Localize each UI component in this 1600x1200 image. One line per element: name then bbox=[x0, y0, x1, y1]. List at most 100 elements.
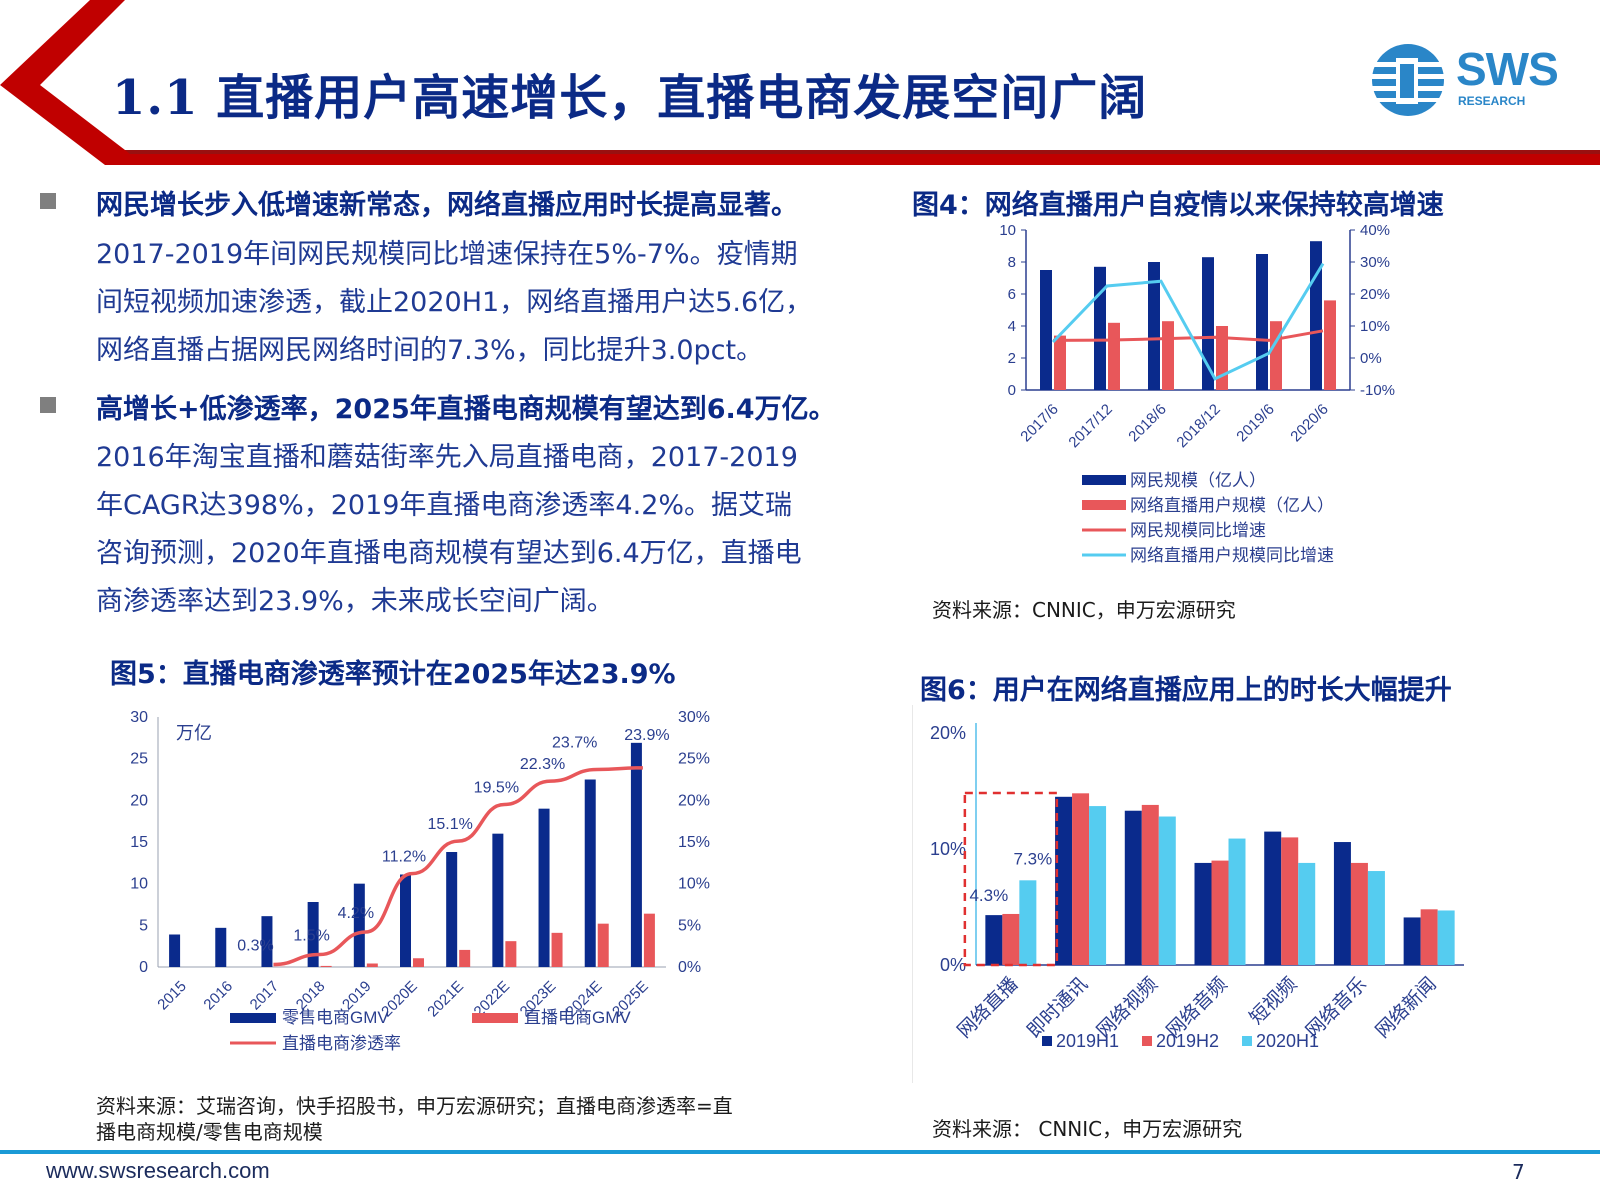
sws-globe-icon bbox=[1372, 44, 1444, 116]
fig4-source: 资料来源：CNNIC，申万宏源研究 bbox=[932, 598, 1236, 622]
fig5-x-tick-label: 2016 bbox=[200, 978, 236, 1014]
header-grey-shadow bbox=[125, 150, 1600, 154]
footer-divider bbox=[0, 1150, 1600, 1154]
fig6-y-tick-label: 0% bbox=[940, 955, 966, 975]
footer-url[interactable]: www.swsresearch.com bbox=[46, 1158, 270, 1183]
fig6-x-tick-label: 网络新闻 bbox=[1371, 973, 1440, 1042]
fig5-x-tick-label: 2015 bbox=[154, 978, 190, 1014]
bullet-text-line: 间短视频加速渗透，截止2020H1，网络直播用户达5.6亿， bbox=[96, 287, 813, 318]
fig4-bar bbox=[1310, 241, 1322, 390]
page-number: 7 bbox=[1512, 1160, 1525, 1184]
fig6-bar bbox=[1264, 831, 1282, 965]
fig4-y2-tick-label: -10% bbox=[1360, 382, 1395, 399]
fig5-data-label: 19.5% bbox=[474, 780, 519, 797]
fig5-legend-label: 直播电商渗透率 bbox=[282, 1034, 401, 1053]
fig6-x-tick-label: 网络直播 bbox=[953, 973, 1022, 1042]
fig5-y-tick-label: 20 bbox=[130, 792, 148, 809]
fig6-bar bbox=[1437, 910, 1455, 965]
fig5-y-tick-label: 0 bbox=[139, 959, 148, 976]
fig4-x-tick-label: 2019/6 bbox=[1233, 401, 1277, 445]
fig5-unit-label: 万亿 bbox=[176, 723, 212, 743]
fig4-bar bbox=[1270, 321, 1282, 390]
fig5-data-label: 15.1% bbox=[427, 816, 472, 833]
sws-logo: SWS RESEARCH bbox=[1368, 40, 1568, 120]
fig6-bar bbox=[1072, 793, 1090, 965]
fig5-x-tick-label: 2017 bbox=[247, 978, 283, 1014]
fig4-y2-tick-label: 20% bbox=[1360, 286, 1390, 303]
fig4-legend-label: 网络直播用户规模（亿人） bbox=[1130, 496, 1334, 515]
fig5-bar-live bbox=[551, 932, 563, 967]
bullet-heading: 网民增长步入低增速新常态，网络直播应用时长提高显著。 bbox=[96, 190, 798, 221]
fig5-y-tick-label: 25 bbox=[130, 751, 148, 768]
fig4-y-tick-label: 10 bbox=[999, 222, 1016, 239]
fig5-data-label: 23.7% bbox=[552, 735, 597, 752]
fig6-x-tick-label: 短视频 bbox=[1245, 973, 1301, 1029]
fig5-bar-retail bbox=[584, 779, 596, 967]
fig4-line-series bbox=[1051, 262, 1325, 381]
fig4-x-tick-label: 2017/12 bbox=[1065, 401, 1115, 451]
fig4-bar bbox=[1202, 257, 1214, 390]
fig5-y2-tick-label: 15% bbox=[678, 834, 710, 851]
fig4-y-tick-label: 8 bbox=[1008, 254, 1016, 271]
fig5-y2-tick-label: 25% bbox=[678, 751, 710, 768]
fig6-highlight-box bbox=[963, 791, 1059, 967]
fig5-data-label: 1.5% bbox=[293, 928, 329, 945]
fig5-x-tick-label: 2021E bbox=[424, 978, 467, 1021]
fig4-bar bbox=[1054, 335, 1066, 390]
logo-subtext: RESEARCH bbox=[1458, 94, 1526, 108]
fig4-bar bbox=[1108, 322, 1120, 390]
fig4-legend-label: 网民规模同比增速 bbox=[1130, 521, 1266, 540]
fig4-y2-tick-label: 30% bbox=[1360, 254, 1390, 271]
fig5-y2-tick-label: 20% bbox=[678, 792, 710, 809]
fig6-bar bbox=[1089, 806, 1107, 965]
fig6-bar bbox=[1141, 804, 1159, 965]
fig5-bar-retail bbox=[630, 742, 642, 967]
fig6-bar bbox=[1211, 860, 1229, 965]
fig6-bar bbox=[1367, 871, 1385, 965]
fig4-title: 图4：网络直播用户自疫情以来保持较高增速 bbox=[912, 190, 1444, 221]
fig6-bar bbox=[1333, 842, 1351, 965]
fig5-title: 图5：直播电商渗透率预计在2025年达23.9% bbox=[110, 659, 676, 690]
fig4-x-tick-label: 2018/12 bbox=[1173, 401, 1223, 451]
fig5-bar-retail bbox=[400, 874, 411, 967]
fig4-y-tick-label: 2 bbox=[1008, 350, 1016, 367]
fig4-bar bbox=[1324, 300, 1336, 390]
fig4-x-tick-label: 2018/6 bbox=[1125, 401, 1169, 445]
fig6-legend-swatch bbox=[1042, 1036, 1052, 1046]
fig4-bar bbox=[1216, 326, 1228, 390]
fig6-bar bbox=[1281, 837, 1299, 965]
bullet-text-line: 2017-2019年间网民规模同比增速保持在5%-7%。疫情期 bbox=[96, 239, 798, 270]
fig6-y-tick-label: 10% bbox=[930, 839, 966, 859]
fig5-y2-tick-label: 0% bbox=[678, 959, 701, 976]
fig5-y-tick-label: 5 bbox=[139, 917, 148, 934]
fig5-bar-retail bbox=[538, 808, 550, 967]
fig4-x-tick-label: 2017/6 bbox=[1017, 401, 1061, 445]
fig5-legend-swatch bbox=[472, 1013, 518, 1023]
fig4-legend-label: 网民规模（亿人） bbox=[1130, 471, 1266, 490]
fig6-legend-swatch bbox=[1242, 1036, 1252, 1046]
fig6-bar bbox=[1403, 917, 1421, 965]
fig5-bar-live bbox=[366, 963, 378, 967]
fig5-data-label: 0.3% bbox=[237, 938, 273, 955]
fig6-bar bbox=[1124, 810, 1142, 965]
fig5-legend-label: 直播电商GMV bbox=[524, 1008, 631, 1027]
fig4-legend-swatch bbox=[1082, 475, 1126, 485]
fig6-legend-swatch bbox=[1142, 1036, 1152, 1046]
fig4-x-tick-label: 2020/6 bbox=[1287, 401, 1331, 445]
bullet-marker bbox=[40, 193, 56, 209]
fig6-bar bbox=[1019, 880, 1037, 965]
fig4-y-tick-label: 4 bbox=[1008, 318, 1016, 335]
logo-text: SWS bbox=[1456, 43, 1559, 95]
fig5-legend-swatch bbox=[230, 1013, 276, 1023]
fig5-y-tick-label: 30 bbox=[130, 709, 148, 726]
fig5-data-label: 4.2% bbox=[338, 905, 374, 922]
fig6-source: 资料来源： CNNIC，申万宏源研究 bbox=[932, 1117, 1243, 1141]
fig5-y-tick-label: 15 bbox=[130, 834, 148, 851]
bullet-heading: 高增长+低渗透率，2025年直播电商规模有望达到6.4万亿。 bbox=[96, 394, 836, 425]
fig6-bar bbox=[1228, 838, 1246, 965]
fig5-bar-live bbox=[459, 949, 471, 967]
fig5-bar-retail bbox=[446, 852, 458, 967]
fig5-bar-live bbox=[413, 958, 424, 967]
fig6-bar bbox=[1158, 816, 1176, 965]
